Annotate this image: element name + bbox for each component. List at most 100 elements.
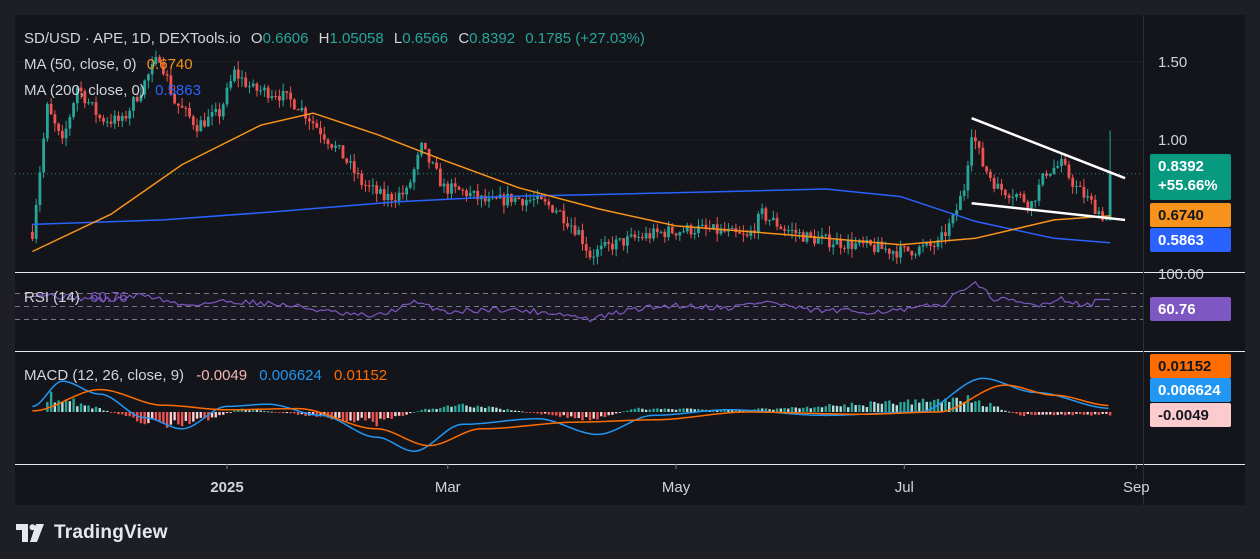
candle-body[interactable] bbox=[341, 145, 345, 159]
candle-body[interactable] bbox=[1063, 159, 1067, 165]
candle-body[interactable] bbox=[296, 109, 300, 111]
candle-body[interactable] bbox=[184, 107, 188, 109]
candle-body[interactable] bbox=[577, 230, 581, 235]
candle-body[interactable] bbox=[992, 177, 996, 189]
candle-body[interactable] bbox=[783, 228, 786, 231]
candle-body[interactable] bbox=[745, 234, 749, 236]
candle-body[interactable] bbox=[618, 238, 622, 240]
candle-body[interactable] bbox=[311, 121, 315, 124]
candle-body[interactable] bbox=[828, 234, 831, 248]
candle-body[interactable] bbox=[483, 195, 487, 202]
candle-body[interactable] bbox=[79, 87, 83, 92]
candle-body[interactable] bbox=[266, 87, 270, 99]
candle-body[interactable] bbox=[87, 102, 90, 104]
candle-body[interactable] bbox=[970, 137, 974, 166]
macd-line-badge[interactable]: 0.006624 bbox=[1150, 378, 1231, 402]
candle-body[interactable] bbox=[1003, 189, 1007, 196]
candle-body[interactable] bbox=[263, 87, 266, 91]
candle-body[interactable] bbox=[465, 190, 468, 197]
candle-body[interactable] bbox=[667, 226, 670, 238]
candle-body[interactable] bbox=[113, 115, 117, 124]
candle-body[interactable] bbox=[1022, 194, 1026, 202]
last-candle-body[interactable] bbox=[1108, 173, 1112, 220]
candle-body[interactable] bbox=[416, 154, 420, 170]
candle-body[interactable] bbox=[371, 185, 375, 187]
candle-body[interactable] bbox=[876, 241, 880, 252]
candle-body[interactable] bbox=[749, 230, 753, 236]
candle-body[interactable] bbox=[712, 224, 715, 230]
candle-body[interactable] bbox=[955, 210, 959, 215]
candle-body[interactable] bbox=[72, 103, 75, 117]
price-chart-svg[interactable]: 1.50 1.00 100.00 0.8392 +55.66% 0.6740 0.5863 6… bbox=[15, 15, 1245, 505]
candle-body[interactable] bbox=[132, 96, 135, 111]
ma50-badge[interactable]: 0.6740 bbox=[1150, 203, 1231, 227]
candle-body[interactable] bbox=[985, 166, 989, 172]
candle-body[interactable] bbox=[932, 245, 936, 247]
candle-body[interactable] bbox=[547, 201, 551, 206]
candle-body[interactable] bbox=[824, 234, 828, 236]
candle-body[interactable] bbox=[1018, 194, 1022, 196]
candle-body[interactable] bbox=[940, 232, 944, 241]
candle-body[interactable] bbox=[1030, 201, 1033, 208]
candle-body[interactable] bbox=[1048, 173, 1052, 176]
candle-body[interactable] bbox=[581, 230, 584, 245]
ma50-line[interactable] bbox=[32, 112, 1111, 253]
candle-body[interactable] bbox=[543, 199, 547, 202]
candle-body[interactable] bbox=[405, 187, 409, 195]
candle-body[interactable] bbox=[57, 123, 61, 131]
candle-body[interactable] bbox=[326, 139, 330, 145]
price-badge[interactable]: 0.8392 +55.66% bbox=[1150, 154, 1231, 200]
candle-body[interactable] bbox=[588, 250, 592, 258]
candle-body[interactable] bbox=[105, 121, 109, 123]
candle-body[interactable] bbox=[1086, 196, 1090, 198]
candle-body[interactable] bbox=[917, 246, 921, 255]
candle-body[interactable] bbox=[663, 231, 667, 238]
candle-body[interactable] bbox=[962, 190, 966, 196]
candle-body[interactable] bbox=[1056, 166, 1060, 168]
candle-body[interactable] bbox=[607, 241, 611, 244]
legend-ma200[interactable]: MA (200, close, 0) 0.5863 bbox=[24, 82, 201, 99]
candle-body[interactable] bbox=[135, 96, 139, 102]
candle-body[interactable] bbox=[528, 199, 532, 201]
candle-body[interactable] bbox=[42, 138, 46, 173]
candle-body[interactable] bbox=[1090, 196, 1093, 200]
candle-body[interactable] bbox=[1015, 194, 1018, 198]
candle-body[interactable] bbox=[756, 213, 760, 233]
tradingview-logo-icon[interactable] bbox=[16, 524, 46, 542]
candle-body[interactable] bbox=[502, 194, 506, 206]
candle-body[interactable] bbox=[60, 130, 64, 139]
candle-body[interactable] bbox=[854, 243, 858, 249]
candle-body[interactable] bbox=[596, 249, 599, 257]
candle-body[interactable] bbox=[31, 231, 34, 239]
candle-body[interactable] bbox=[435, 162, 438, 169]
candle-body[interactable] bbox=[843, 247, 846, 249]
candle-body[interactable] bbox=[289, 92, 293, 100]
candle-body[interactable] bbox=[566, 223, 569, 227]
candle-body[interactable] bbox=[188, 108, 191, 117]
candle-body[interactable] bbox=[536, 195, 539, 200]
candle-body[interactable] bbox=[693, 232, 697, 235]
candle-body[interactable] bbox=[532, 199, 536, 201]
candle-body[interactable] bbox=[959, 195, 962, 211]
candle-body[interactable] bbox=[831, 244, 835, 248]
legend-rsi[interactable]: RSI (14) 60.76 bbox=[24, 289, 128, 306]
candle-body[interactable] bbox=[1041, 173, 1045, 185]
candle-body[interactable] bbox=[360, 173, 364, 185]
candle-body[interactable] bbox=[401, 192, 405, 195]
candle-body[interactable] bbox=[285, 91, 289, 93]
price-scale[interactable]: 1.50 1.00 100.00 0.8392 +55.66% 0.6740 0.5863 6… bbox=[1150, 54, 1231, 427]
candle-body[interactable] bbox=[730, 228, 734, 230]
candle-body[interactable] bbox=[798, 232, 801, 234]
candle-body[interactable] bbox=[659, 231, 663, 233]
candle-body[interactable] bbox=[274, 96, 278, 98]
candle-body[interactable] bbox=[169, 75, 173, 94]
candle-body[interactable] bbox=[229, 81, 233, 88]
legend-macd[interactable]: MACD (12, 26, close, 9) -0.0049 0.006624… bbox=[24, 367, 387, 384]
candle-body[interactable] bbox=[319, 127, 322, 135]
candle-body[interactable] bbox=[1093, 199, 1097, 214]
candle-body[interactable] bbox=[472, 190, 476, 193]
candle-body[interactable] bbox=[191, 116, 195, 126]
candle-body[interactable] bbox=[64, 128, 68, 139]
candle-body[interactable] bbox=[820, 235, 824, 238]
candle-body[interactable] bbox=[221, 104, 225, 117]
